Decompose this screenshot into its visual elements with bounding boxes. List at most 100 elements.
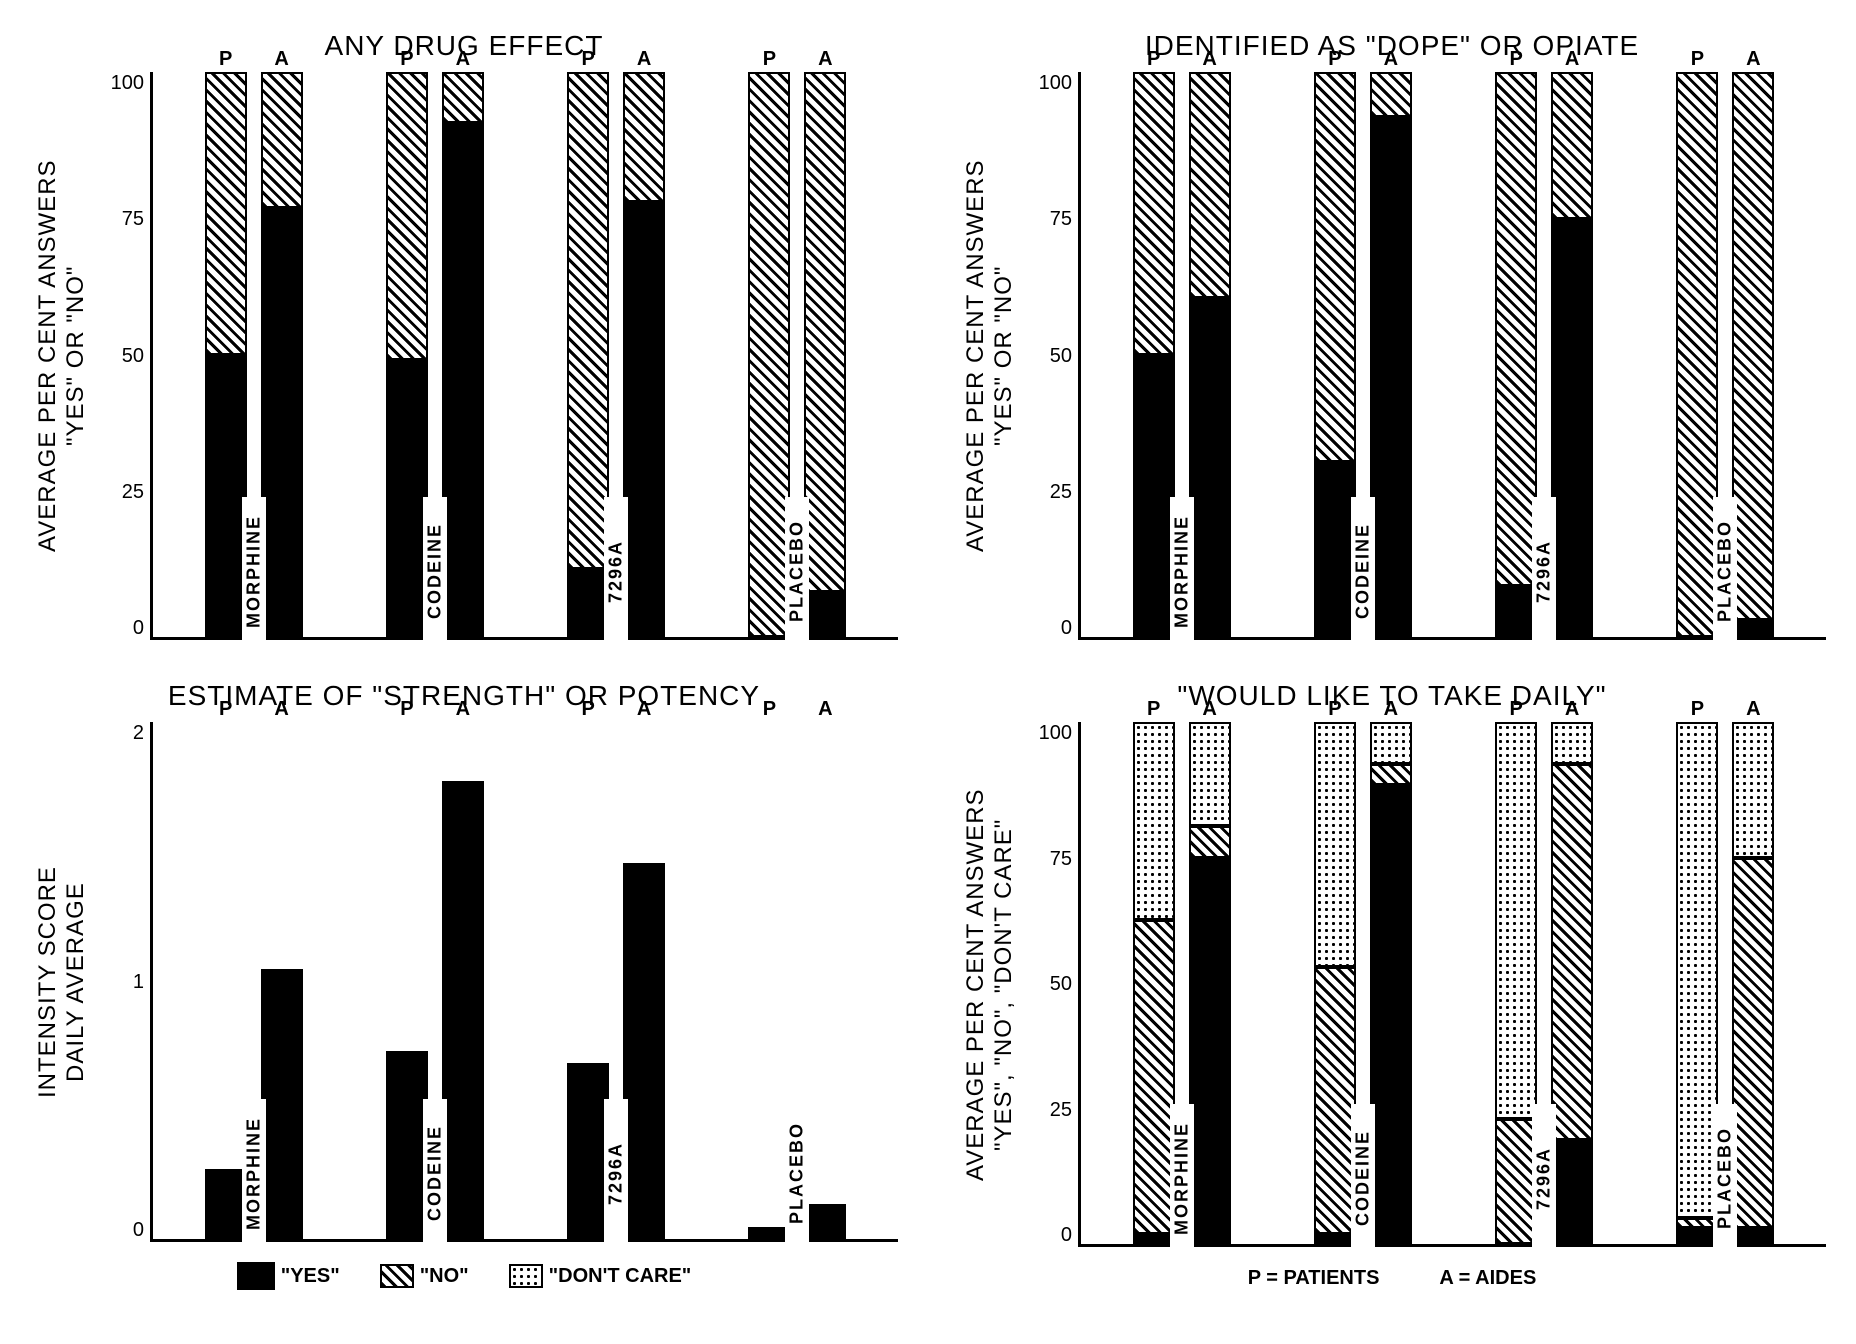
pa-label: P <box>205 698 247 721</box>
bar-segment <box>1495 586 1537 637</box>
pa-label: P <box>1495 698 1537 721</box>
pa-label: A <box>261 48 303 71</box>
bar-group: PA7296A <box>1454 722 1635 1244</box>
bar: P <box>748 72 790 637</box>
bar: P <box>1676 722 1718 1244</box>
bar-segment <box>623 863 665 1239</box>
bar: P <box>1133 722 1175 1244</box>
bar: P <box>748 722 790 1239</box>
pa-label: A <box>1551 48 1593 71</box>
y-axis-label: AVERAGE PER CENT ANSWERS"YES" OR "NO" <box>958 72 1022 640</box>
pa-label: P <box>748 698 790 721</box>
y-axis: 1007550250 <box>1022 722 1078 1247</box>
bar-segment <box>442 72 484 123</box>
pa-label: P <box>748 48 790 71</box>
bar-group: PA7296A <box>526 722 707 1239</box>
pa-label: A <box>442 48 484 71</box>
bar-group: PAMORPHINE <box>1091 72 1272 637</box>
bar: A <box>1732 72 1774 637</box>
bar: A <box>1551 722 1593 1244</box>
bar: A <box>1370 72 1412 637</box>
bar-segment <box>1133 355 1175 638</box>
bar-segment <box>1133 1234 1175 1244</box>
bar-segment <box>1732 722 1774 858</box>
pa-label: A <box>623 48 665 71</box>
bar: A <box>1189 72 1231 637</box>
bar: P <box>205 722 247 1239</box>
pa-label: A <box>1189 48 1231 71</box>
y-axis: 1007550250 <box>1022 72 1078 640</box>
footer-a: A = AIDES <box>1439 1267 1536 1290</box>
bar: A <box>1189 722 1231 1244</box>
y-tick-label: 0 <box>1061 1224 1072 1247</box>
pa-label: A <box>1370 48 1412 71</box>
bar: P <box>386 72 428 637</box>
bar: P <box>1133 72 1175 637</box>
bar: A <box>623 722 665 1239</box>
bar: A <box>1732 722 1774 1244</box>
bar-segment <box>1189 722 1231 826</box>
y-tick-label: 100 <box>1039 72 1072 95</box>
y-axis: 210 <box>94 722 150 1242</box>
bar-segment <box>804 1204 846 1239</box>
panel-strength-potency: ESTIMATE OF "STRENGTH" OR POTENCY INTENS… <box>30 680 898 1290</box>
legend-no: "NO" <box>380 1262 469 1290</box>
bar-segment <box>1314 967 1356 1233</box>
pa-label: P <box>386 48 428 71</box>
bar-segment <box>1551 1140 1593 1244</box>
bar-segment <box>205 355 247 638</box>
bar: P <box>1314 72 1356 637</box>
bar-segment <box>567 1063 609 1239</box>
y-tick-label: 0 <box>133 617 144 640</box>
pa-label: A <box>623 698 665 721</box>
bar: A <box>442 722 484 1239</box>
y-tick-label: 25 <box>122 481 144 504</box>
pa-label: A <box>1370 698 1412 721</box>
footer-p: P = PATIENTS <box>1248 1267 1380 1290</box>
bar-segment <box>1133 722 1175 920</box>
footer-legend: P = PATIENTS A = AIDES <box>958 1267 1826 1290</box>
bar-segment <box>1551 219 1593 637</box>
bar-segment <box>1732 1228 1774 1244</box>
bar-group: PACODEINE <box>344 72 525 637</box>
bar-group: PAPLACEBO <box>707 722 888 1239</box>
pa-label: P <box>567 698 609 721</box>
bar-group: PAMORPHINE <box>1091 722 1272 1244</box>
pa-label: A <box>804 698 846 721</box>
bar-group: PAMORPHINE <box>163 72 344 637</box>
bar-segment <box>623 202 665 637</box>
panel-any-drug-effect: ANY DRUG EFFECT AVERAGE PER CENT ANSWERS… <box>30 30 898 640</box>
bar: P <box>386 722 428 1239</box>
bar-segment <box>1370 117 1412 637</box>
pa-label: P <box>1314 698 1356 721</box>
plot-area: PAMORPHINEPACODEINEPA7296APAPLACEBO <box>150 722 898 1242</box>
bar-segment <box>748 72 790 637</box>
bar-segment <box>1189 858 1231 1244</box>
panel-identified-as-dope: IDENTIFIED AS "DOPE" OR OPIATE AVERAGE P… <box>958 30 1826 640</box>
legend-dontcare: "DON'T CARE" <box>509 1262 692 1290</box>
bar-segment <box>1676 722 1718 1218</box>
bar: P <box>205 72 247 637</box>
bar: A <box>1551 72 1593 637</box>
bar-group: PACODEINE <box>344 722 525 1239</box>
y-tick-label: 50 <box>1050 345 1072 368</box>
bar-segment <box>748 1227 790 1239</box>
bar-segment <box>261 72 303 208</box>
bar-segment <box>1551 72 1593 219</box>
bar-segment <box>1676 1228 1718 1244</box>
bar-segment <box>1676 72 1718 637</box>
bar-segment <box>1314 462 1356 637</box>
bar-group: PACODEINE <box>1272 722 1453 1244</box>
pa-label: P <box>1133 698 1175 721</box>
plot-area: PAMORPHINEPACODEINEPA7296APAPLACEBO <box>1078 722 1826 1247</box>
y-tick-label: 50 <box>1050 973 1072 996</box>
y-tick-label: 100 <box>111 72 144 95</box>
bar-segment <box>567 72 609 569</box>
bar: A <box>804 722 846 1239</box>
pa-label: P <box>1676 698 1718 721</box>
y-axis: 1007550250 <box>94 72 150 640</box>
bar-segment <box>1370 722 1412 764</box>
y-tick-label: 75 <box>1050 848 1072 871</box>
bar: P <box>1495 72 1537 637</box>
y-tick-label: 50 <box>122 345 144 368</box>
